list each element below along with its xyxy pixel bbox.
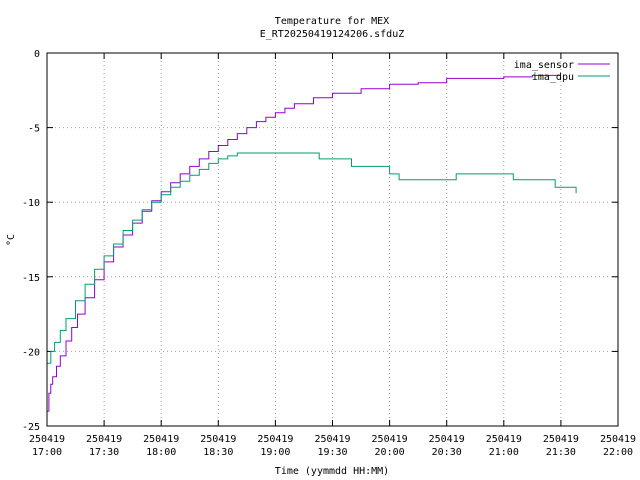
- x-tick-time: 17:00: [32, 447, 62, 458]
- x-tick-time: 19:00: [260, 447, 290, 458]
- y-tick-label: -20: [22, 347, 40, 358]
- y-axis-label: °C: [6, 234, 17, 246]
- grid: [47, 53, 618, 426]
- x-tick-time: 22:00: [603, 447, 633, 458]
- y-tick-label: -10: [22, 198, 40, 209]
- x-tick-date: 250419: [314, 434, 350, 445]
- x-tick-date: 250419: [600, 434, 636, 445]
- x-tick-time: 21:30: [546, 447, 576, 458]
- x-tick-date: 250419: [200, 434, 236, 445]
- x-tick-time: 18:00: [146, 447, 176, 458]
- x-tick-date: 250419: [372, 434, 408, 445]
- x-tick-time: 20:00: [375, 447, 405, 458]
- x-tick-date: 250419: [86, 434, 122, 445]
- chart-title: Temperature for MEX: [275, 16, 389, 27]
- legend: ima_sensor ima_dpu: [514, 60, 610, 83]
- legend-label-ima-dpu: ima_dpu: [532, 72, 574, 83]
- y-tick-label: -15: [22, 273, 40, 284]
- plot-frame: [46, 52, 619, 427]
- y-tick-label: -5: [28, 124, 40, 135]
- x-tick-time: 21:00: [489, 447, 519, 458]
- x-tick-date: 250419: [429, 434, 465, 445]
- x-tick-time: 20:30: [432, 447, 462, 458]
- x-tick-time: 19:30: [317, 447, 347, 458]
- series-lines: [47, 74, 577, 412]
- x-tick-date: 250419: [486, 434, 522, 445]
- series-line-ima-sensor: [47, 74, 561, 412]
- chart-subtitle: E_RT20250419124206.sfduZ: [260, 29, 405, 40]
- x-tick-time: 18:30: [203, 447, 233, 458]
- y-tick-label: -25: [22, 422, 40, 433]
- x-tick-date: 250419: [543, 434, 579, 445]
- axis-ticks: 250419 17:00 250419 17:30 250419 18:00 250419 1…: [22, 49, 636, 458]
- legend-label-ima-sensor: ima_sensor: [514, 60, 574, 71]
- x-tick-date: 250419: [257, 434, 293, 445]
- x-axis-label: Time (yymmdd HH:MM): [275, 466, 389, 477]
- y-tick-label: 0: [34, 49, 40, 60]
- x-tick-date: 250419: [143, 434, 179, 445]
- x-tick-date: 250419: [29, 434, 65, 445]
- series-line-ima-dpu: [47, 152, 577, 364]
- x-tick-time: 17:30: [89, 447, 119, 458]
